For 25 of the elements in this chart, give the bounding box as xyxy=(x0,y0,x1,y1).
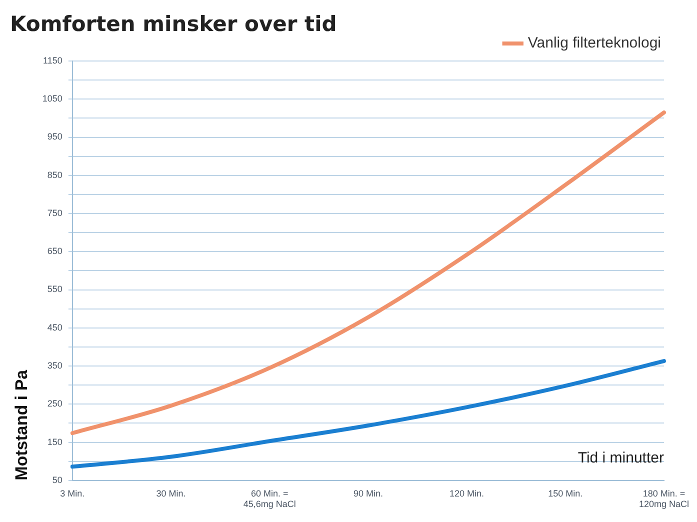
y-tick-label: 250 xyxy=(47,398,62,409)
y-tick-label: 1050 xyxy=(42,94,62,104)
x-tick-label: 150 Min. xyxy=(548,488,583,498)
line-series xyxy=(70,110,666,436)
x-tick-label: 120 Min. xyxy=(450,488,484,498)
y-tick-label: 550 xyxy=(47,284,62,294)
y-tick-label: 50 xyxy=(52,474,62,485)
chart-title: Komforten minsker over tid xyxy=(10,12,337,36)
y-axis-title: Motstand i Pa xyxy=(12,369,31,480)
line-series xyxy=(70,359,666,469)
x-tick-label: 3 Min. xyxy=(60,488,85,498)
x-tick-label: 90 Min. xyxy=(353,488,383,498)
y-tick-label: 350 xyxy=(47,360,62,371)
x-tick-label: 60 Min. = 45,6mg NaCl xyxy=(243,488,296,510)
y-tick-label: 650 xyxy=(47,246,62,256)
legend-label: Vanlig filterteknologi xyxy=(528,34,662,52)
y-tick-label: 1150 xyxy=(43,55,62,66)
x-tick-label: 30 Min. xyxy=(156,488,186,498)
y-tick-label: 150 xyxy=(47,436,62,447)
y-tick-label: 950 xyxy=(47,132,62,142)
x-tick-label: 180 Min. = 120mg NaCl xyxy=(638,488,690,510)
y-tick-label: 750 xyxy=(47,208,62,218)
x-axis-title: Tid i minutter xyxy=(578,449,664,466)
y-tick-label: 450 xyxy=(47,322,62,332)
y-tick-label: 850 xyxy=(47,170,62,180)
